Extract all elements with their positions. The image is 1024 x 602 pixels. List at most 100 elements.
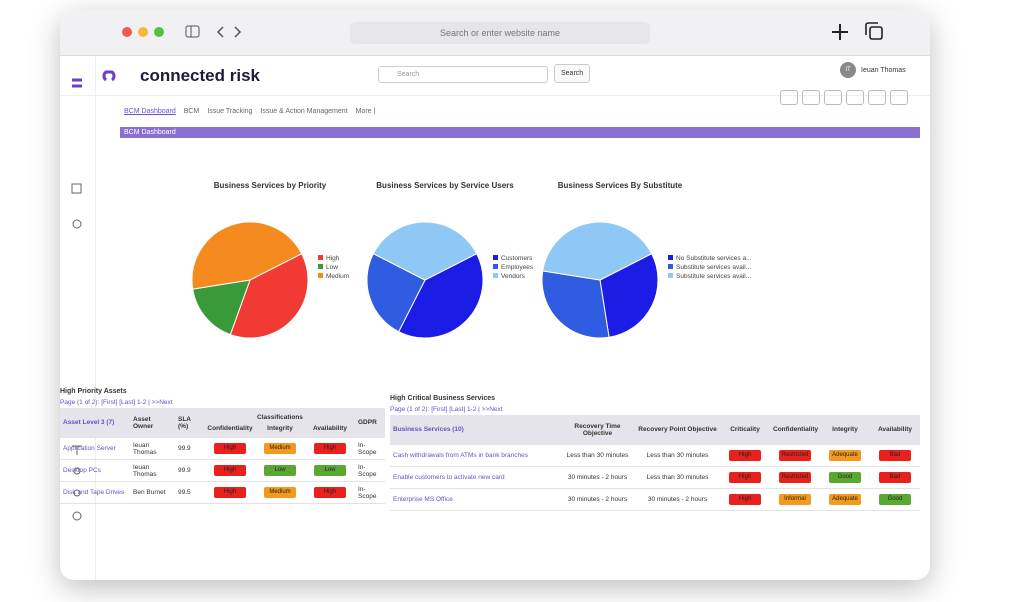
cell[interactable]: Enable customers to activate new card <box>393 474 505 481</box>
services-table: High Critical Business Services Page (1 o… <box>390 395 920 511</box>
table-header: Business Services (10) Recovery Time Obje… <box>390 415 920 445</box>
pie-slice <box>229 252 309 339</box>
cell: Ben Burnet <box>133 489 166 496</box>
cell: High <box>205 487 255 498</box>
badge: High <box>729 472 761 483</box>
cell: High <box>305 443 355 454</box>
pager[interactable]: Page (1 of 2): [First] [Last] 1-2 | >>Ne… <box>390 406 503 413</box>
brand: connected risk <box>140 66 260 85</box>
cell: Adequate <box>820 450 870 461</box>
maximize[interactable] <box>154 27 164 37</box>
legend-label: Substitute services avail... <box>676 264 751 271</box>
legend-swatch <box>493 255 498 260</box>
minimize[interactable] <box>138 27 148 37</box>
pie-slice <box>191 221 303 290</box>
header-cell: Integrity <box>832 426 858 433</box>
table-row: Enable customers to activate new card 30 … <box>390 467 920 489</box>
tool[interactable] <box>890 90 908 105</box>
table-row: Enterprise MS Office 30 minutes - 2 hours… <box>390 489 920 511</box>
pie-slice <box>599 252 659 338</box>
table-title: High Priority Assets <box>60 388 127 395</box>
cell: Less than 30 minutes <box>566 452 629 459</box>
tool[interactable] <box>846 90 864 105</box>
cell[interactable]: Application Server <box>63 445 116 452</box>
tab[interactable]: BCM Dashboard <box>124 108 176 115</box>
header-cell: Asset Owner <box>133 415 154 430</box>
pie-slice <box>542 221 653 281</box>
cell: 30 minutes - 2 hours <box>567 474 628 481</box>
cell: Restricted <box>770 472 820 483</box>
cell: Low <box>305 465 355 476</box>
legend-swatch <box>493 273 498 278</box>
classifications: Classifications Confidentiality Integrity A… <box>205 414 355 432</box>
legend-swatch <box>668 273 673 278</box>
cell: Bad <box>870 472 920 483</box>
logo <box>102 70 116 82</box>
cell: High <box>305 487 355 498</box>
section-header: BCM Dashboard <box>120 127 920 138</box>
header-cell: SLA (%) <box>178 415 191 430</box>
charts: Business Services by Priority High Low Medi… <box>191 181 752 339</box>
cell: 99.5 <box>178 489 191 496</box>
tool[interactable] <box>780 90 798 105</box>
badge: High <box>729 450 761 461</box>
cell: 30 minutes - 2 hours <box>647 496 708 503</box>
assets-table: High Priority Assets Page (1 of 2): [Firs… <box>60 388 385 504</box>
pie-slice <box>192 279 251 336</box>
badge: High <box>214 465 246 476</box>
tab[interactable]: More | <box>355 108 376 115</box>
cell: Ieuan Thomas <box>133 441 157 456</box>
tab[interactable]: Issue & Action Management <box>260 108 348 115</box>
header-cell: Availability <box>877 426 913 433</box>
legend-label: Medium <box>326 273 349 280</box>
browser-toolbar: Search or enter website name <box>60 10 930 56</box>
address-bar[interactable]: Search or enter website name <box>350 22 650 44</box>
badge: Medium <box>264 443 296 454</box>
cell: In-Scope <box>358 441 377 456</box>
badge: High <box>314 443 346 454</box>
tool[interactable] <box>868 90 886 105</box>
cell[interactable]: Desktop PCs <box>63 467 101 474</box>
browser-actions[interactable] <box>830 20 890 44</box>
legend-swatch <box>668 264 673 269</box>
legend-label: High <box>326 255 340 262</box>
legend-swatch <box>318 264 323 269</box>
table-row: Disk and Tape Drives Ben Burnet 99.5 High Me… <box>60 482 385 504</box>
cell: Restricted <box>770 450 820 461</box>
nav-icons[interactable] <box>185 24 245 40</box>
tool[interactable] <box>824 90 842 105</box>
tool[interactable] <box>802 90 820 105</box>
cell: Bad <box>870 450 920 461</box>
pie-slice <box>372 221 478 281</box>
pie-slice <box>397 252 484 339</box>
pager[interactable]: Page (1 of 2): [First] [Last] 1-2 | >>Ne… <box>60 399 173 406</box>
user-menu[interactable]: IT Ieuan Thomas <box>840 62 906 78</box>
cell[interactable]: Cash withdrawals from ATMs in bank branc… <box>393 452 528 459</box>
badge: High <box>214 443 246 454</box>
cell[interactable]: Disk and Tape Drives <box>63 489 125 496</box>
close[interactable] <box>122 27 132 37</box>
search-input[interactable]: Search <box>378 66 548 83</box>
search-button[interactable]: Search <box>554 64 591 83</box>
tab[interactable]: Issue Tracking <box>207 108 253 115</box>
legend-label: Employees <box>501 264 534 271</box>
header-cell: Criticality <box>730 426 760 433</box>
tab[interactable]: BCM <box>183 108 200 115</box>
legend-swatch <box>318 273 323 278</box>
header-cell: GDPR <box>358 419 377 426</box>
cell[interactable]: Enterprise MS Office <box>393 496 453 503</box>
table-row: Desktop PCs Ieuan Thomas 99.9 High Low Low In-… <box>60 460 385 482</box>
legend-label: Substitute services avail... <box>676 273 751 280</box>
badge: Good <box>879 494 911 505</box>
badge: Adequate <box>829 450 861 461</box>
subheaders: Confidentiality Integrity Availability <box>205 425 355 432</box>
badge: Bad <box>879 450 911 461</box>
badge: Medium <box>264 487 296 498</box>
pie-slice <box>541 270 610 339</box>
badge: High <box>214 487 246 498</box>
toolbar-buttons <box>780 90 908 105</box>
header-cell: Classifications <box>257 413 303 421</box>
chart-title: Business Services by Service Users <box>376 181 514 190</box>
cell: Ieuan Thomas <box>133 463 157 478</box>
